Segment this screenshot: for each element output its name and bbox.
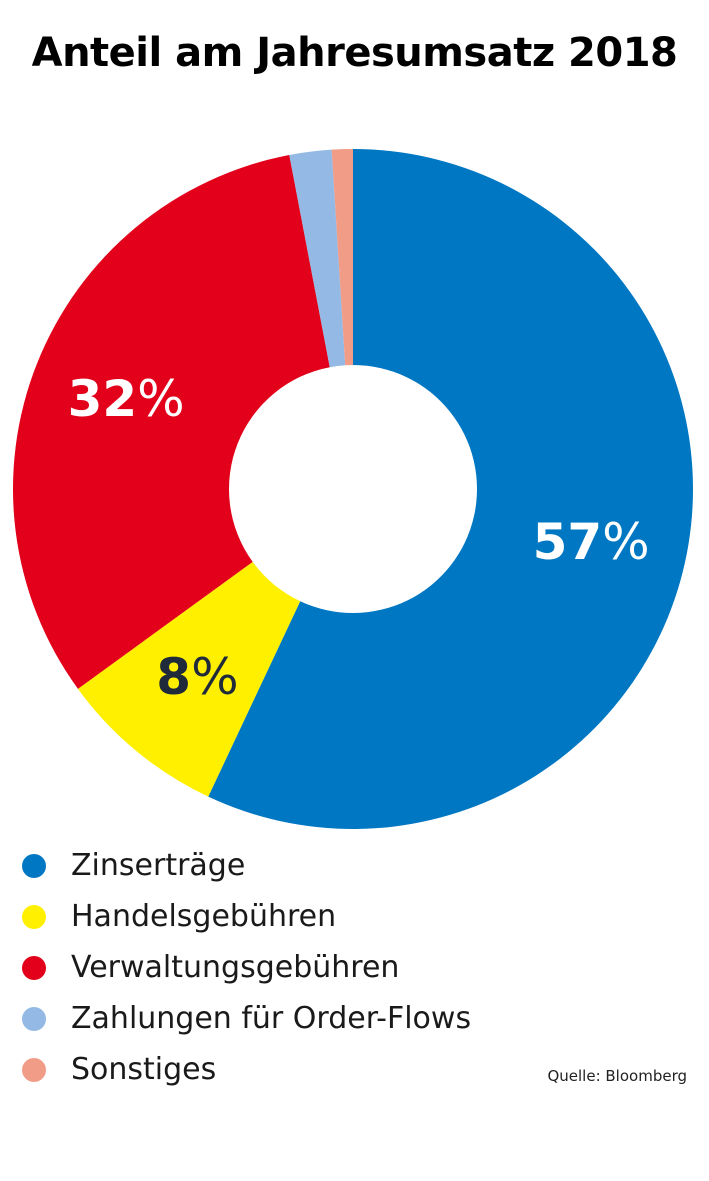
slice-zinsertraege — [208, 149, 693, 829]
source-note: Quelle: Bloomberg — [547, 1067, 687, 1085]
legend-item-verwaltungsgebuehren: Verwaltungsgebühren — [22, 942, 471, 993]
legend-item-sonstiges: Sonstiges — [22, 1044, 471, 1095]
slice-sonstiges — [331, 149, 353, 366]
legend-label: Handelsgebühren — [71, 899, 337, 934]
legend-label: Zinserträge — [71, 848, 246, 883]
slice-zahlungen-fuer-order-flows — [289, 149, 346, 368]
slice-value-label-zinsertraege: 57% — [533, 513, 650, 571]
donut-slices — [12, 149, 693, 829]
legend-item-zahlungen-fuer-order-flows: Zahlungen für Order-Flows — [22, 993, 471, 1044]
legend-item-handelsgebuehren: Handelsgebühren — [22, 891, 471, 942]
legend-label: Zahlungen für Order-Flows — [71, 1001, 472, 1036]
legend-dot — [22, 904, 46, 929]
donut-chart: 57% 8% 32% — [12, 149, 693, 829]
legend-item-zinsertraege: Zinserträge — [22, 840, 471, 891]
slice-verwaltungsgebuehren — [12, 155, 330, 689]
chart-title: Anteil am Jahresumsatz 2018 — [31, 30, 678, 76]
legend-label: Sonstiges — [71, 1052, 217, 1087]
legend-dot — [22, 1057, 46, 1082]
legend-dot — [22, 853, 46, 878]
legend-dot — [22, 955, 46, 980]
legend-label: Verwaltungsgebühren — [71, 950, 400, 985]
legend-dot — [22, 1006, 46, 1031]
slice-value-label-verwaltungsgebuehren: 32% — [68, 370, 185, 428]
slice-handelsgebuehren — [77, 561, 301, 797]
donut-value-labels: 57% 8% 32% — [68, 370, 650, 706]
slice-value-label-handelsgebuehren: 8% — [156, 648, 238, 706]
chart-legend: Zinserträge Handelsgebühren Verwaltungsgeb… — [22, 840, 471, 1095]
